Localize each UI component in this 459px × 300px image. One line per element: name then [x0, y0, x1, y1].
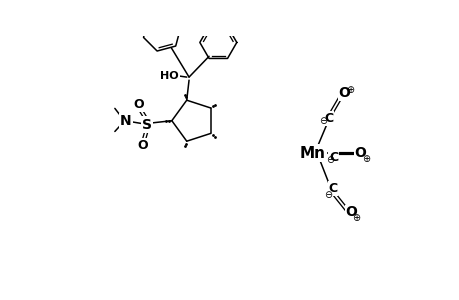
Text: ⊖: ⊖: [325, 155, 333, 165]
Text: N: N: [119, 114, 131, 128]
Text: O: O: [133, 98, 144, 111]
Text: O: O: [137, 139, 148, 152]
Text: ⊕: ⊕: [351, 214, 359, 224]
Text: C: C: [324, 112, 333, 125]
Text: HO: HO: [160, 70, 179, 81]
Text: C: C: [328, 151, 337, 164]
Text: ⊖: ⊖: [324, 190, 331, 200]
Text: ⊕: ⊕: [345, 85, 353, 95]
Text: O: O: [345, 205, 356, 219]
Text: O: O: [338, 86, 349, 100]
Text: ⊖: ⊖: [319, 116, 327, 126]
Text: S: S: [142, 118, 152, 131]
Text: ⊕: ⊕: [361, 154, 369, 164]
Text: Mn: Mn: [299, 146, 325, 160]
Text: C: C: [327, 182, 336, 195]
Text: O: O: [354, 146, 366, 160]
